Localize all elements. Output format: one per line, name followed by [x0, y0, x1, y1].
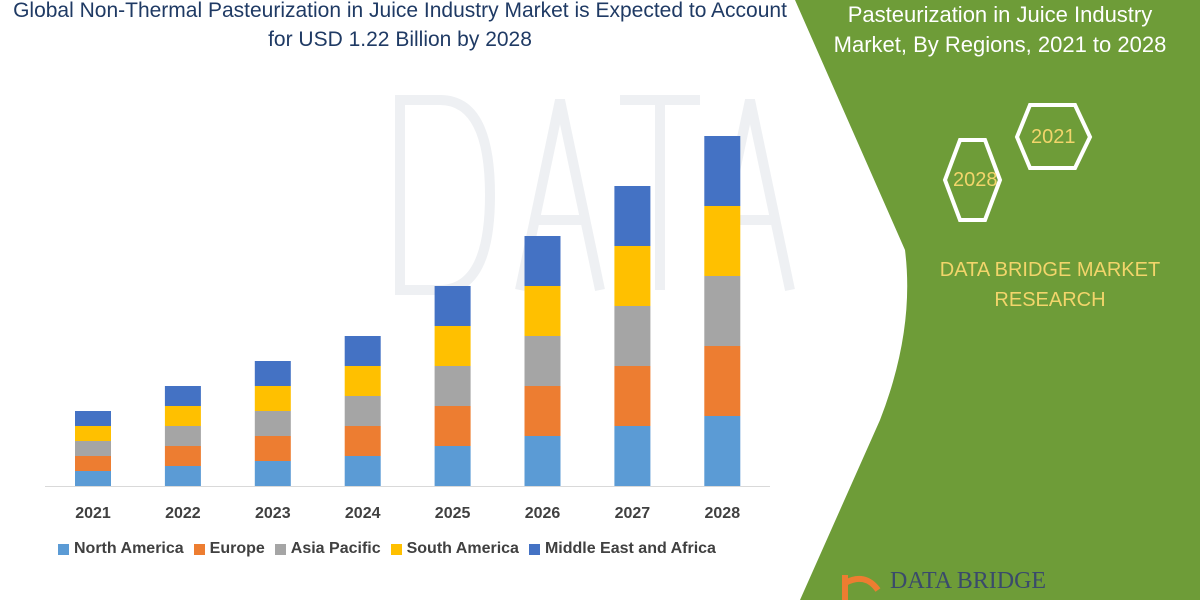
hexagon-2028 — [942, 138, 1003, 222]
legend-label: North America — [74, 540, 184, 557]
panel-title: Pasteurization in Juice Industry Market,… — [800, 0, 1200, 60]
brand-text: DATA BRIDGE MARKET RESEARCH — [900, 255, 1200, 315]
brand-line2: RESEARCH — [994, 289, 1106, 311]
bar-segment-2023-south-america — [254, 386, 291, 411]
x-tick-label: 2026 — [525, 505, 561, 522]
bar-segment-2028-europe — [704, 346, 741, 416]
hex-label-2028: 2028 — [953, 169, 998, 191]
bar-segment-2023-middle-east-and-africa — [254, 361, 291, 386]
bar-segment-2027-asia-pacific — [614, 306, 651, 366]
bar-segment-2025-south-america — [434, 326, 471, 366]
bar-segment-2026-middle-east-and-africa — [524, 236, 561, 286]
x-tick-label: 2022 — [165, 505, 201, 522]
bar-segment-2024-middle-east-and-africa — [344, 336, 381, 366]
bar-segment-2027-south-america — [614, 246, 651, 306]
legend-label: Middle East and Africa — [544, 540, 716, 557]
bar-segment-2028-middle-east-and-africa — [704, 136, 741, 206]
panel-background — [795, 0, 1200, 600]
legend-label: Europe — [209, 540, 265, 557]
bar-segment-2024-north-america — [344, 456, 381, 486]
legend-swatch — [58, 543, 69, 555]
bar-segment-2021-europe — [75, 456, 111, 471]
legend-item: Asia Pacific — [274, 540, 381, 558]
legend-swatch — [274, 543, 286, 555]
legend-swatch — [528, 543, 540, 555]
bar-segment-2021-asia-pacific — [75, 441, 111, 456]
bar-segment-2024-south-america — [344, 366, 381, 396]
bar-segment-2025-asia-pacific — [434, 366, 471, 406]
logo-icon — [842, 575, 881, 600]
bar-segment-2026-asia-pacific — [524, 336, 561, 386]
bar-segment-2023-asia-pacific — [254, 411, 291, 436]
bar-segment-2022-north-america — [164, 466, 201, 486]
bar-segment-2026-north-america — [524, 436, 561, 486]
hex-label-2021: 2021 — [1031, 126, 1076, 148]
bar-segment-2022-europe — [164, 446, 201, 466]
legend-item: North America — [58, 540, 184, 558]
hexagon-2021 — [1014, 103, 1093, 170]
x-tick-label: 2023 — [255, 505, 291, 522]
legend-label: South America — [406, 540, 519, 557]
panel-title-line2: Market, By Regions, 2021 to 2028 — [833, 32, 1167, 57]
legend: North America Europe Asia Pacific South Ame… — [58, 540, 716, 558]
bar-segment-2025-europe — [434, 406, 471, 446]
x-tick-label: 2028 — [705, 505, 741, 522]
bar-segment-2024-asia-pacific — [344, 396, 381, 426]
x-tick-label: 2021 — [75, 505, 111, 522]
bar-segment-2026-south-america — [524, 286, 561, 336]
bar-segment-2022-middle-east-and-africa — [164, 386, 201, 406]
bar-segment-2028-asia-pacific — [704, 276, 741, 346]
bar-segment-2025-north-america — [434, 446, 471, 486]
panel-title-line1: Pasteurization in Juice Industry — [847, 2, 1153, 27]
brand-line1: DATA BRIDGE MARKET — [939, 259, 1161, 281]
legend-item: South America — [390, 540, 519, 558]
legend-label: Asia Pacific — [290, 540, 381, 557]
bar-segment-2027-europe — [614, 366, 651, 426]
bar-segment-2028-south-america — [704, 206, 741, 276]
bar-segment-2022-south-america — [164, 406, 201, 426]
bar-segment-2026-europe — [524, 386, 561, 436]
logo-text: DATA BRIDGE — [890, 568, 1047, 594]
x-tick-label: 2027 — [615, 505, 651, 522]
bar-segment-2025-middle-east-and-africa — [434, 286, 471, 326]
bar-segment-2023-europe — [254, 436, 291, 461]
bar-segment-2022-asia-pacific — [164, 426, 201, 446]
x-tick-label: 2024 — [345, 505, 381, 522]
legend-swatch — [193, 543, 205, 555]
legend-swatch — [390, 543, 402, 555]
stacked-bar-chart: 2021 2022 2023 2024 2025 2026 2027 2028 — [45, 136, 770, 522]
bar-segment-2027-north-america — [614, 426, 651, 486]
bar-segment-2021-south-america — [75, 426, 111, 441]
bar-segment-2021-middle-east-and-africa — [75, 411, 111, 426]
bar-segment-2021-north-america — [75, 471, 111, 486]
x-tick-label: 2025 — [435, 505, 471, 522]
chart-title: Global Non-Thermal Pasteurization in Jui… — [13, 0, 787, 51]
bar-segment-2024-europe — [344, 426, 381, 456]
legend-item: Middle East and Africa — [528, 540, 716, 558]
bar-segment-2023-north-america — [254, 461, 291, 486]
bar-segment-2027-middle-east-and-africa — [614, 186, 651, 246]
legend-item: Europe — [193, 540, 265, 558]
bar-segment-2028-north-america — [704, 416, 741, 486]
